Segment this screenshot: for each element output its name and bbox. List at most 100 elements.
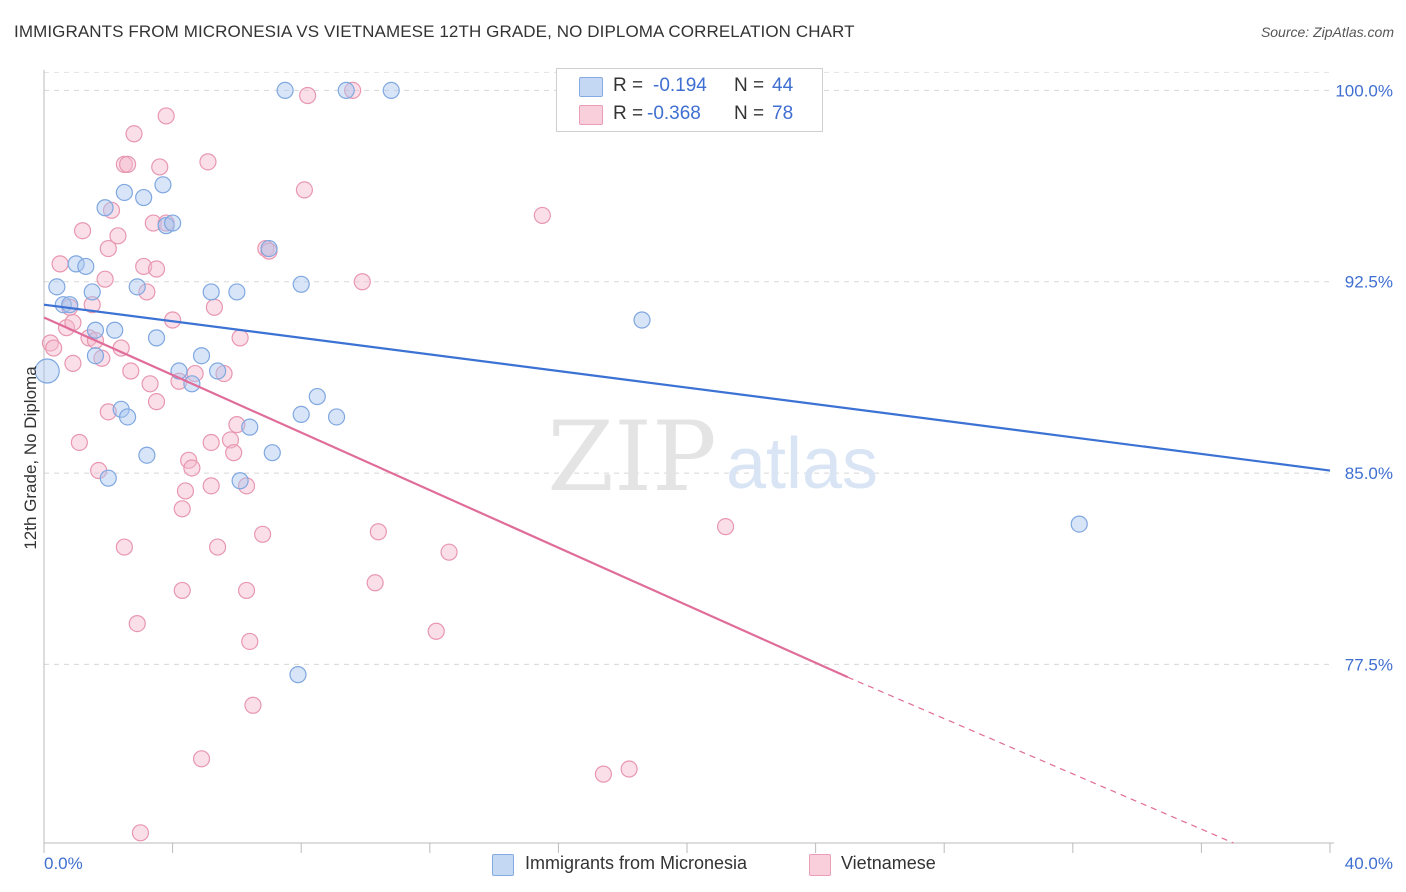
point-micronesia [276,81,294,100]
point-micronesia [138,446,156,464]
point-vietnamese [173,500,191,518]
point-vietnamese [125,125,143,143]
point-micronesia [118,408,137,426]
point-vietnamese [45,339,63,357]
point-vietnamese [369,523,387,541]
stats-swatch-vietnamese [579,105,603,125]
point-micronesia [115,183,133,202]
point-vietnamese [70,433,88,452]
point-micronesia [241,418,259,436]
point-vietnamese [594,765,613,783]
stats-r-value: -0.368 [647,103,701,124]
point-vietnamese [51,255,69,273]
chart-title: IMMIGRANTS FROM MICRONESIA VS VIETNAMESE… [14,22,855,41]
watermark-atlas: atlas [726,424,878,504]
point-vietnamese [147,260,166,278]
legend-label-vietnamese: Vietnamese [841,853,936,873]
stats-r-label: R = [613,75,644,96]
watermark: ZIP atlas [547,401,878,513]
point-micronesia [86,321,105,339]
stats-n-label: N = [734,103,765,124]
point-micronesia [96,199,114,217]
point-vietnamese [199,153,217,171]
point-micronesia [209,362,227,380]
point-vietnamese [73,222,92,240]
point-vietnamese [202,433,220,452]
point-vietnamese [716,518,735,536]
point-vietnamese [64,354,82,372]
point-micronesia [633,311,651,329]
point-micronesia [382,81,400,100]
point-micronesia [34,358,60,384]
point-vietnamese [99,403,117,421]
point-micronesia [263,444,281,462]
tick-labels: 77.5% 85.0% 92.5% 100.0% 0.0% 40.0% [44,81,1393,873]
point-vietnamese [427,622,445,640]
point-vietnamese [295,181,314,199]
point-micronesia [292,275,310,293]
point-vietnamese [183,459,201,477]
point-vietnamese [135,257,153,276]
point-micronesia [135,188,153,207]
point-vietnamese [118,155,137,173]
point-micronesia [77,257,95,276]
point-micronesia [106,321,124,339]
point-vietnamese [41,334,60,352]
stats-r-label: R = [613,103,644,124]
point-vietnamese [228,416,246,434]
point-micronesia [231,472,249,490]
point-vietnamese [115,538,133,556]
legend-swatch-vietnamese [809,854,831,876]
y-axis-label: 12th Grade, No Diploma [21,366,40,550]
point-vietnamese [299,86,317,105]
point-vietnamese [344,81,362,100]
point-vietnamese [237,581,256,600]
stats-row-micronesia: R = -0.194 N = 44 [557,72,822,100]
y-tick-label: 85.0% [1345,464,1393,483]
source-credit: Source: ZipAtlas.com [1260,24,1394,40]
trend-line-micronesia [43,303,1331,472]
point-micronesia [147,329,166,347]
point-vietnamese [157,107,175,125]
point-micronesia [86,347,105,365]
point-micronesia [192,347,211,365]
stats-swatch-micronesia [579,77,603,97]
y-tick-label: 77.5% [1345,655,1393,674]
point-vietnamese [440,543,458,561]
point-vietnamese [122,362,140,380]
point-micronesia [260,239,278,258]
point-micronesia [228,283,246,301]
point-micronesia [308,387,326,406]
point-micronesia [128,278,146,296]
stats-n-value: 78 [772,103,794,124]
point-vietnamese [205,298,223,316]
point-vietnamese [202,477,220,495]
point-micronesia [170,362,188,380]
point-vietnamese [254,525,272,543]
point-micronesia [1070,515,1088,533]
stats-n-label: N = [734,75,765,96]
stats-r-value: -0.194 [653,75,707,96]
point-micronesia [164,214,182,232]
point-vietnamese [109,227,127,245]
point-micronesia [292,405,310,424]
y-tick-label: 92.5% [1345,273,1393,292]
x-tick-label: 0.0% [44,854,83,873]
point-vietnamese [144,214,162,232]
point-micronesia [67,255,85,273]
point-vietnamese [99,239,117,258]
point-vietnamese [241,632,259,651]
correlation-stats-box: R = -0.194 N = 44 R = -0.368 N = 78 [556,68,823,132]
trend-line-vietnamese-extension [847,676,1234,844]
point-vietnamese [244,696,262,714]
point-micronesia [327,408,346,426]
point-micronesia [83,283,101,301]
point-vietnamese [138,283,156,301]
point-vietnamese [128,615,146,633]
point-micronesia [48,278,66,296]
stats-n-value: 44 [772,75,794,96]
point-vietnamese [151,158,169,176]
point-vietnamese [176,482,195,500]
point-vietnamese [147,393,166,411]
point-micronesia [99,469,117,487]
